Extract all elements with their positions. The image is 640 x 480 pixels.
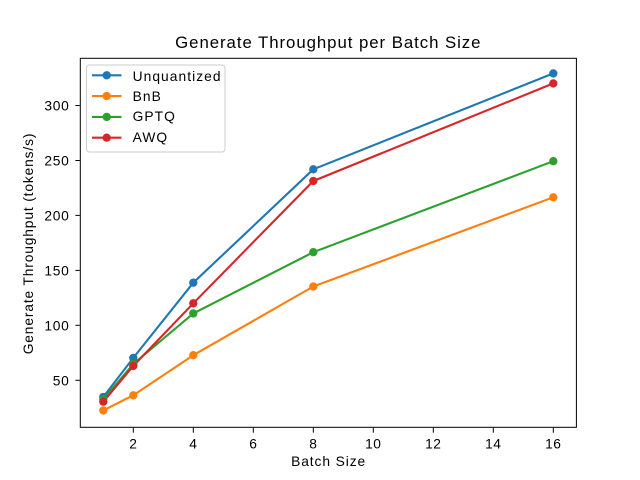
svg-text:200: 200 [44,208,69,223]
svg-text:Unquantized: Unquantized [133,69,222,84]
svg-text:50: 50 [53,373,70,388]
svg-text:2: 2 [129,436,137,451]
svg-text:Batch Size: Batch Size [291,454,366,469]
svg-text:6: 6 [249,436,257,451]
svg-text:150: 150 [44,263,69,278]
svg-text:12: 12 [425,436,441,451]
svg-text:8: 8 [309,436,317,451]
svg-text:300: 300 [44,99,69,114]
svg-text:BnB: BnB [133,89,162,104]
svg-text:100: 100 [44,318,69,333]
svg-text:Generate Throughput (tokens/s): Generate Throughput (tokens/s) [21,133,36,355]
svg-text:14: 14 [485,436,501,451]
svg-text:250: 250 [44,154,69,169]
svg-text:4: 4 [189,436,197,451]
svg-text:Generate Throughput per Batch: Generate Throughput per Batch Size [175,33,481,52]
svg-text:10: 10 [365,436,381,451]
svg-text:GPTQ: GPTQ [133,109,176,124]
svg-text:AWQ: AWQ [133,130,169,145]
svg-text:16: 16 [545,436,561,451]
